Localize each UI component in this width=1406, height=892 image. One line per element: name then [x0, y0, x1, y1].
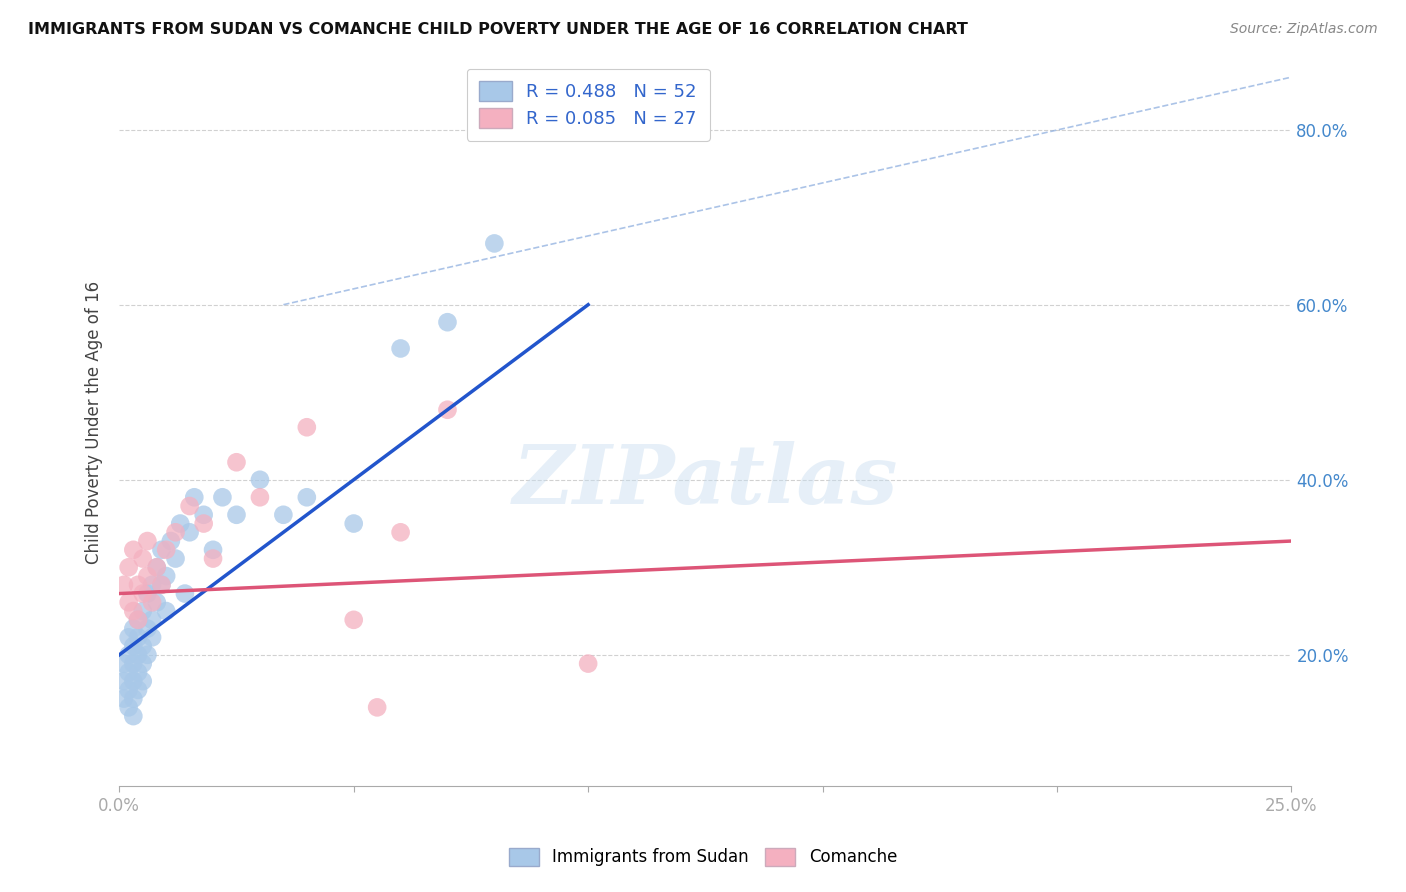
Point [295, 420, 318, 434]
Point [118, 682, 141, 697]
Point [127, 613, 149, 627]
Point [118, 560, 141, 574]
Point [127, 613, 149, 627]
Point [112, 674, 135, 689]
Point [141, 630, 163, 644]
Point [118, 700, 141, 714]
Point [155, 604, 177, 618]
Point [183, 490, 205, 504]
Point [122, 622, 145, 636]
Point [165, 551, 187, 566]
Point [112, 578, 135, 592]
Point [132, 586, 155, 600]
Point [112, 691, 135, 706]
Point [343, 613, 366, 627]
Point [127, 648, 149, 662]
Point [127, 682, 149, 697]
Point [576, 657, 599, 671]
Point [174, 586, 197, 600]
Point [122, 639, 145, 653]
Point [132, 551, 155, 566]
Point [389, 342, 412, 356]
Point [132, 657, 155, 671]
Point [127, 630, 149, 644]
Point [127, 665, 149, 680]
Point [136, 586, 159, 600]
Point [127, 578, 149, 592]
Point [141, 595, 163, 609]
Point [122, 542, 145, 557]
Point [155, 542, 177, 557]
Point [436, 315, 458, 329]
Point [136, 569, 159, 583]
Point [169, 516, 191, 531]
Point [273, 508, 295, 522]
Point [132, 639, 155, 653]
Point [132, 604, 155, 618]
Point [146, 560, 169, 574]
Text: Source: ZipAtlas.com: Source: ZipAtlas.com [1230, 22, 1378, 37]
Point [366, 700, 388, 714]
Point [225, 455, 247, 469]
Point [141, 578, 163, 592]
Point [436, 402, 458, 417]
Point [225, 508, 247, 522]
Point [141, 613, 163, 627]
Point [484, 236, 506, 251]
Point [122, 709, 145, 723]
Point [193, 508, 215, 522]
Point [295, 490, 318, 504]
Point [193, 516, 215, 531]
Point [146, 595, 169, 609]
Point [202, 551, 225, 566]
Point [112, 657, 135, 671]
Point [118, 648, 141, 662]
Point [150, 578, 173, 592]
Point [165, 525, 187, 540]
Point [150, 542, 173, 557]
Point [122, 604, 145, 618]
Point [118, 665, 141, 680]
Point [343, 516, 366, 531]
Point [160, 534, 183, 549]
Point [249, 473, 271, 487]
Point [132, 674, 155, 689]
Point [389, 525, 412, 540]
Point [118, 595, 141, 609]
Point [136, 534, 159, 549]
Point [136, 622, 159, 636]
Point [179, 525, 201, 540]
Point [122, 691, 145, 706]
Text: IMMIGRANTS FROM SUDAN VS COMANCHE CHILD POVERTY UNDER THE AGE OF 16 CORRELATION : IMMIGRANTS FROM SUDAN VS COMANCHE CHILD … [28, 22, 967, 37]
Text: ZIPatlas: ZIPatlas [513, 441, 898, 521]
Legend: Immigrants from Sudan, Comanche: Immigrants from Sudan, Comanche [501, 839, 905, 875]
Legend: R = 0.488   N = 52, R = 0.085   N = 27: R = 0.488 N = 52, R = 0.085 N = 27 [467, 69, 710, 141]
Point [179, 499, 201, 513]
Point [136, 648, 159, 662]
Point [155, 569, 177, 583]
Point [249, 490, 271, 504]
Point [150, 578, 173, 592]
Y-axis label: Child Poverty Under the Age of 16: Child Poverty Under the Age of 16 [86, 281, 103, 565]
Point [146, 560, 169, 574]
Point [202, 542, 225, 557]
Point [211, 490, 233, 504]
Point [122, 674, 145, 689]
Point [122, 657, 145, 671]
Point [118, 630, 141, 644]
